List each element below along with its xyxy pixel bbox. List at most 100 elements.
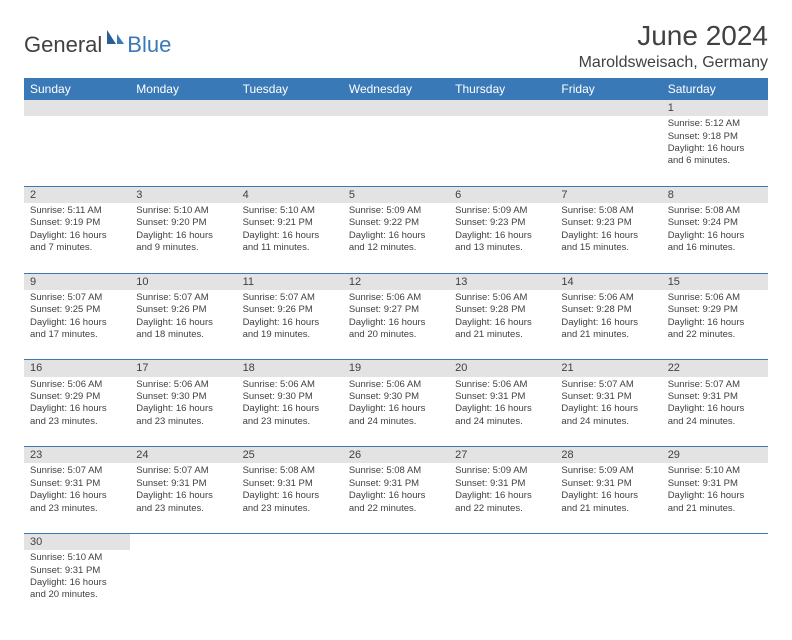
day-number-cell: 17 bbox=[130, 360, 236, 377]
day-cell bbox=[662, 550, 768, 620]
daylight-text: Daylight: 16 hours and 23 minutes. bbox=[30, 490, 124, 515]
day-cell: Sunrise: 5:08 AMSunset: 9:31 PMDaylight:… bbox=[237, 463, 343, 533]
sunrise-text: Sunrise: 5:06 AM bbox=[455, 379, 549, 391]
day-header: Friday bbox=[555, 78, 661, 100]
day-number-cell: 30 bbox=[24, 533, 130, 550]
day-number-row: 30 bbox=[24, 533, 768, 550]
sunrise-text: Sunrise: 5:09 AM bbox=[455, 205, 549, 217]
daylight-text: Daylight: 16 hours and 19 minutes. bbox=[243, 317, 337, 342]
day-number-cell bbox=[555, 533, 661, 550]
sunset-text: Sunset: 9:28 PM bbox=[455, 304, 549, 316]
day-cell: Sunrise: 5:07 AMSunset: 9:25 PMDaylight:… bbox=[24, 290, 130, 360]
day-cell: Sunrise: 5:09 AMSunset: 9:31 PMDaylight:… bbox=[555, 463, 661, 533]
day-number-cell: 25 bbox=[237, 447, 343, 464]
sunrise-text: Sunrise: 5:06 AM bbox=[349, 379, 443, 391]
day-number-cell bbox=[343, 533, 449, 550]
sunset-text: Sunset: 9:31 PM bbox=[455, 391, 549, 403]
day-cell bbox=[237, 550, 343, 620]
calendar-table: Sunday Monday Tuesday Wednesday Thursday… bbox=[24, 78, 768, 620]
daylight-text: Daylight: 16 hours and 24 minutes. bbox=[349, 403, 443, 428]
day-number-cell: 16 bbox=[24, 360, 130, 377]
day-header: Thursday bbox=[449, 78, 555, 100]
sunset-text: Sunset: 9:27 PM bbox=[349, 304, 443, 316]
sunset-text: Sunset: 9:26 PM bbox=[243, 304, 337, 316]
calendar-page: General Blue June 2024 Maroldsweisach, G… bbox=[0, 0, 792, 640]
sunrise-text: Sunrise: 5:08 AM bbox=[243, 465, 337, 477]
logo-sail-icon bbox=[105, 28, 125, 51]
daylight-text: Daylight: 16 hours and 20 minutes. bbox=[30, 577, 124, 602]
sunset-text: Sunset: 9:23 PM bbox=[455, 217, 549, 229]
day-cell: Sunrise: 5:10 AMSunset: 9:20 PMDaylight:… bbox=[130, 203, 236, 273]
day-number-cell bbox=[24, 100, 130, 116]
day-number-cell: 27 bbox=[449, 447, 555, 464]
daylight-text: Daylight: 16 hours and 15 minutes. bbox=[561, 230, 655, 255]
day-cell: Sunrise: 5:07 AMSunset: 9:31 PMDaylight:… bbox=[130, 463, 236, 533]
day-content-row: Sunrise: 5:12 AMSunset: 9:18 PMDaylight:… bbox=[24, 116, 768, 186]
day-content-row: Sunrise: 5:07 AMSunset: 9:31 PMDaylight:… bbox=[24, 463, 768, 533]
day-number-row: 2345678 bbox=[24, 186, 768, 203]
sunrise-text: Sunrise: 5:06 AM bbox=[243, 379, 337, 391]
day-cell bbox=[449, 550, 555, 620]
day-number-cell bbox=[449, 100, 555, 116]
day-number-cell: 15 bbox=[662, 273, 768, 290]
day-number-cell: 3 bbox=[130, 186, 236, 203]
day-cell: Sunrise: 5:06 AMSunset: 9:27 PMDaylight:… bbox=[343, 290, 449, 360]
day-content-row: Sunrise: 5:07 AMSunset: 9:25 PMDaylight:… bbox=[24, 290, 768, 360]
sunrise-text: Sunrise: 5:08 AM bbox=[349, 465, 443, 477]
daylight-text: Daylight: 16 hours and 7 minutes. bbox=[30, 230, 124, 255]
daylight-text: Daylight: 16 hours and 21 minutes. bbox=[455, 317, 549, 342]
daylight-text: Daylight: 16 hours and 13 minutes. bbox=[455, 230, 549, 255]
day-number-cell: 7 bbox=[555, 186, 661, 203]
day-cell bbox=[24, 116, 130, 186]
day-cell: Sunrise: 5:09 AMSunset: 9:22 PMDaylight:… bbox=[343, 203, 449, 273]
day-cell bbox=[130, 550, 236, 620]
day-number-cell bbox=[130, 100, 236, 116]
day-header: Tuesday bbox=[237, 78, 343, 100]
sunrise-text: Sunrise: 5:06 AM bbox=[561, 292, 655, 304]
sunset-text: Sunset: 9:22 PM bbox=[349, 217, 443, 229]
day-number-cell: 5 bbox=[343, 186, 449, 203]
sunrise-text: Sunrise: 5:06 AM bbox=[30, 379, 124, 391]
sunrise-text: Sunrise: 5:10 AM bbox=[668, 465, 762, 477]
day-number-row: 9101112131415 bbox=[24, 273, 768, 290]
day-cell: Sunrise: 5:08 AMSunset: 9:24 PMDaylight:… bbox=[662, 203, 768, 273]
day-header: Wednesday bbox=[343, 78, 449, 100]
sunset-text: Sunset: 9:24 PM bbox=[668, 217, 762, 229]
sunset-text: Sunset: 9:25 PM bbox=[30, 304, 124, 316]
day-number-cell: 21 bbox=[555, 360, 661, 377]
sunrise-text: Sunrise: 5:09 AM bbox=[455, 465, 549, 477]
day-number-cell: 10 bbox=[130, 273, 236, 290]
daylight-text: Daylight: 16 hours and 22 minutes. bbox=[668, 317, 762, 342]
sunrise-text: Sunrise: 5:09 AM bbox=[349, 205, 443, 217]
daylight-text: Daylight: 16 hours and 20 minutes. bbox=[349, 317, 443, 342]
day-cell bbox=[130, 116, 236, 186]
day-number-cell: 6 bbox=[449, 186, 555, 203]
day-number-cell: 20 bbox=[449, 360, 555, 377]
sunrise-text: Sunrise: 5:10 AM bbox=[30, 552, 124, 564]
sunrise-text: Sunrise: 5:08 AM bbox=[668, 205, 762, 217]
day-content-row: Sunrise: 5:10 AMSunset: 9:31 PMDaylight:… bbox=[24, 550, 768, 620]
location-label: Maroldsweisach, Germany bbox=[579, 54, 768, 72]
daylight-text: Daylight: 16 hours and 24 minutes. bbox=[668, 403, 762, 428]
day-header: Monday bbox=[130, 78, 236, 100]
day-cell: Sunrise: 5:07 AMSunset: 9:31 PMDaylight:… bbox=[24, 463, 130, 533]
day-cell bbox=[555, 116, 661, 186]
sunrise-text: Sunrise: 5:07 AM bbox=[30, 292, 124, 304]
day-cell bbox=[343, 550, 449, 620]
daylight-text: Daylight: 16 hours and 17 minutes. bbox=[30, 317, 124, 342]
daylight-text: Daylight: 16 hours and 23 minutes. bbox=[243, 490, 337, 515]
day-number-cell bbox=[130, 533, 236, 550]
daylight-text: Daylight: 16 hours and 23 minutes. bbox=[243, 403, 337, 428]
daylight-text: Daylight: 16 hours and 6 minutes. bbox=[668, 143, 762, 168]
sunset-text: Sunset: 9:18 PM bbox=[668, 131, 762, 143]
page-header: General Blue June 2024 Maroldsweisach, G… bbox=[24, 20, 768, 72]
sunset-text: Sunset: 9:30 PM bbox=[136, 391, 230, 403]
day-number-cell bbox=[343, 100, 449, 116]
daylight-text: Daylight: 16 hours and 9 minutes. bbox=[136, 230, 230, 255]
daylight-text: Daylight: 16 hours and 24 minutes. bbox=[455, 403, 549, 428]
sunset-text: Sunset: 9:21 PM bbox=[243, 217, 337, 229]
sunset-text: Sunset: 9:19 PM bbox=[30, 217, 124, 229]
day-cell: Sunrise: 5:06 AMSunset: 9:28 PMDaylight:… bbox=[555, 290, 661, 360]
daylight-text: Daylight: 16 hours and 21 minutes. bbox=[561, 490, 655, 515]
sunset-text: Sunset: 9:31 PM bbox=[349, 478, 443, 490]
